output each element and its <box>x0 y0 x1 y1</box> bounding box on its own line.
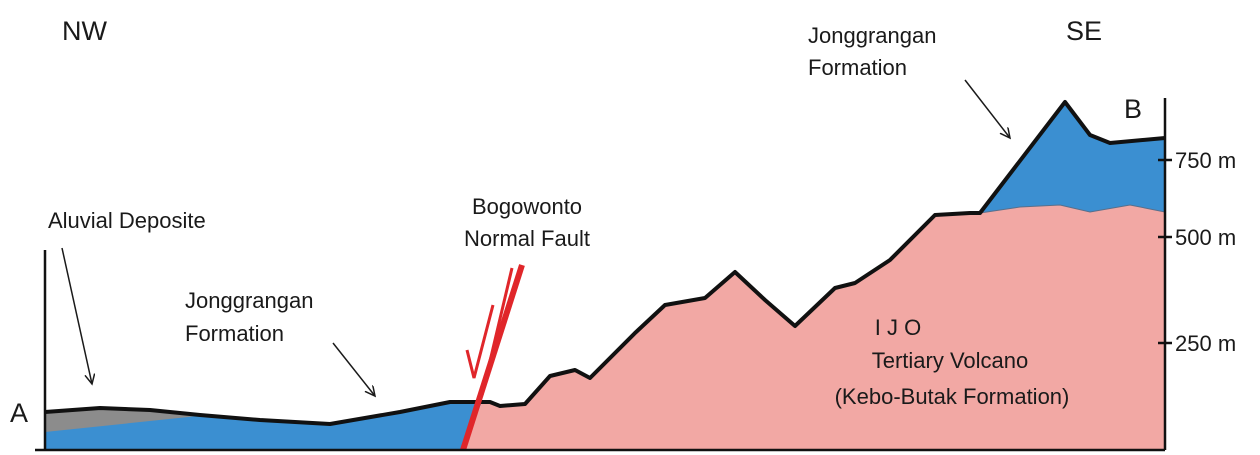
unit-label: Aluvial Deposite <box>48 208 206 233</box>
unit-label: Formation <box>185 321 284 346</box>
scale-label: 500 m <box>1175 225 1236 250</box>
point-label: B <box>1124 94 1142 124</box>
fault-label: Bogowonto <box>472 194 582 219</box>
unit-label: Formation <box>808 55 907 80</box>
point-label: A <box>10 398 28 428</box>
scale-label: 750 m <box>1175 148 1236 173</box>
unit-label: Tertiary Volcano <box>872 348 1029 373</box>
direction-label: NW <box>62 16 107 46</box>
cross-section: NW SE A B Aluvial Deposite Jonggrangan F… <box>0 0 1260 455</box>
pointer-arrow <box>62 248 92 384</box>
direction-label: SE <box>1066 16 1102 46</box>
unit-label: (Kebo-Butak Formation) <box>835 384 1070 409</box>
fault-label: Normal Fault <box>464 226 590 251</box>
unit-label: I J O <box>875 315 921 340</box>
pointer-arrow <box>333 343 375 396</box>
unit-label: Jonggrangan <box>808 23 936 48</box>
scale-label: 250 m <box>1175 331 1236 356</box>
unit-label: Jonggrangan <box>185 288 313 313</box>
pointer-arrow <box>965 80 1010 138</box>
